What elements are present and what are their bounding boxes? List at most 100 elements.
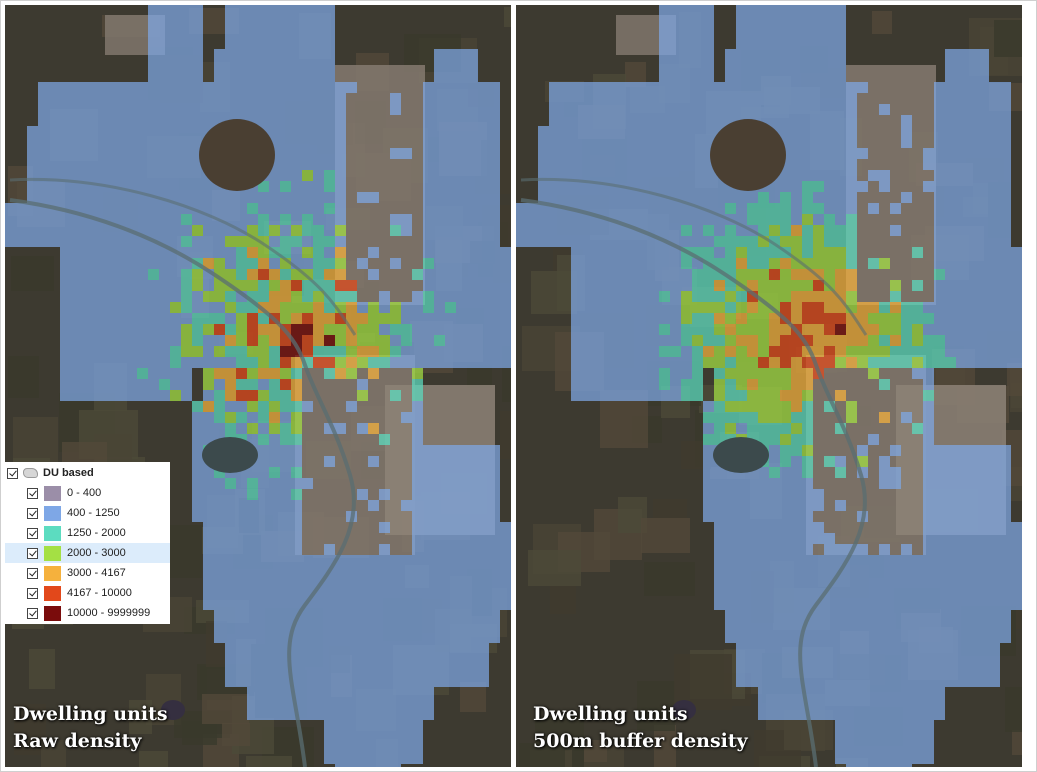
legend-class-row[interactable]: 4167 - 10000: [5, 583, 170, 603]
density-cell: [934, 577, 945, 588]
density-cell: [434, 82, 445, 93]
legend-class-row[interactable]: 400 - 1250: [5, 503, 170, 523]
class-checkbox[interactable]: [27, 487, 38, 499]
density-cell: [1000, 247, 1011, 258]
density-cell: [192, 38, 203, 49]
density-cell: [258, 665, 269, 676]
legend-class-row[interactable]: 2000 - 3000: [5, 543, 170, 563]
density-cell: [923, 302, 934, 313]
density-cell: [269, 478, 280, 489]
density-cell: [434, 467, 445, 478]
density-cell: [879, 665, 890, 676]
density-cell: [835, 214, 846, 225]
buffer-density-map: [516, 5, 1022, 767]
density-cell: [280, 27, 291, 38]
density-cell: [857, 555, 868, 566]
density-cell: [989, 577, 1000, 588]
density-cell: [434, 555, 445, 566]
density-cell: [203, 588, 214, 599]
density-cell: [467, 610, 478, 621]
density-cell: [901, 412, 912, 423]
legend-class-row[interactable]: 1250 - 2000: [5, 523, 170, 543]
legend-class-row[interactable]: 3000 - 4167: [5, 563, 170, 583]
density-cell: [434, 137, 445, 148]
density-cell: [824, 214, 835, 225]
density-cell: [203, 247, 214, 258]
raw-density-map-panel[interactable]: Dwelling units Raw density: [5, 5, 511, 767]
density-cell: [967, 676, 978, 687]
density-cell: [456, 324, 467, 335]
density-cell: [478, 313, 489, 324]
density-cell: [478, 148, 489, 159]
density-cell: [857, 632, 868, 643]
density-cell: [456, 489, 467, 500]
density-cell: [736, 27, 747, 38]
legend-class-row[interactable]: 0 - 400: [5, 483, 170, 503]
class-checkbox[interactable]: [27, 507, 38, 519]
density-cell: [791, 610, 802, 621]
density-cell: [478, 533, 489, 544]
density-cell: [148, 357, 159, 368]
density-cell: [82, 93, 93, 104]
density-cell: [681, 159, 692, 170]
density-cell: [1011, 324, 1022, 335]
density-cell: [280, 269, 291, 280]
class-checkbox[interactable]: [27, 527, 38, 539]
density-cell: [115, 368, 126, 379]
density-cell: [813, 566, 824, 577]
density-cell: [1000, 258, 1011, 269]
density-cell: [82, 324, 93, 335]
density-cell: [148, 104, 159, 115]
density-cell: [912, 731, 923, 742]
density-cell: [945, 247, 956, 258]
density-cell: [346, 709, 357, 720]
density-cell: [967, 159, 978, 170]
density-cell: [670, 82, 681, 93]
density-cell: [912, 423, 923, 434]
density-cell: [736, 500, 747, 511]
legend-layer-header[interactable]: DU based: [7, 465, 94, 481]
density-cell: [291, 434, 302, 445]
class-checkbox[interactable]: [27, 587, 38, 599]
density-cell: [802, 137, 813, 148]
class-checkbox[interactable]: [27, 567, 38, 579]
density-cell: [747, 610, 758, 621]
farmland-patch: [246, 756, 292, 767]
density-cell: [126, 390, 137, 401]
density-cell: [791, 82, 802, 93]
density-cell: [571, 192, 582, 203]
class-checkbox[interactable]: [27, 607, 38, 619]
density-cell: [192, 148, 203, 159]
density-cell: [1011, 313, 1022, 324]
density-cell: [115, 82, 126, 93]
density-cell: [247, 709, 258, 720]
density-cell: [445, 456, 456, 467]
density-cell: [758, 687, 769, 698]
density-cell: [335, 709, 346, 720]
legend-class-row[interactable]: 10000 - 9999999: [5, 603, 170, 623]
density-cell: [791, 126, 802, 137]
density-cell: [945, 60, 956, 71]
buffer-density-map-panel[interactable]: Dwelling units 500m buffer density: [516, 5, 1022, 767]
layer-visibility-checkbox[interactable]: [7, 467, 18, 479]
density-cell: [780, 588, 791, 599]
density-cell: [978, 291, 989, 302]
density-cell: [225, 16, 236, 27]
class-checkbox[interactable]: [27, 547, 38, 559]
density-cell: [890, 346, 901, 357]
density-cell: [346, 731, 357, 742]
density-cell: [467, 302, 478, 313]
density-cell: [247, 401, 258, 412]
density-cell: [192, 302, 203, 313]
density-cell: [857, 544, 868, 555]
density-cell: [456, 511, 467, 522]
density-cell: [412, 577, 423, 588]
density-cell: [582, 181, 593, 192]
density-cell: [93, 302, 104, 313]
density-cell: [456, 500, 467, 511]
density-cell: [368, 368, 379, 379]
density-cell: [445, 522, 456, 533]
density-cell: [324, 148, 335, 159]
density-cell: [1000, 280, 1011, 291]
density-cell: [758, 335, 769, 346]
